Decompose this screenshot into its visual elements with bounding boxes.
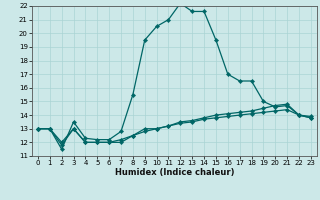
X-axis label: Humidex (Indice chaleur): Humidex (Indice chaleur) bbox=[115, 168, 234, 177]
